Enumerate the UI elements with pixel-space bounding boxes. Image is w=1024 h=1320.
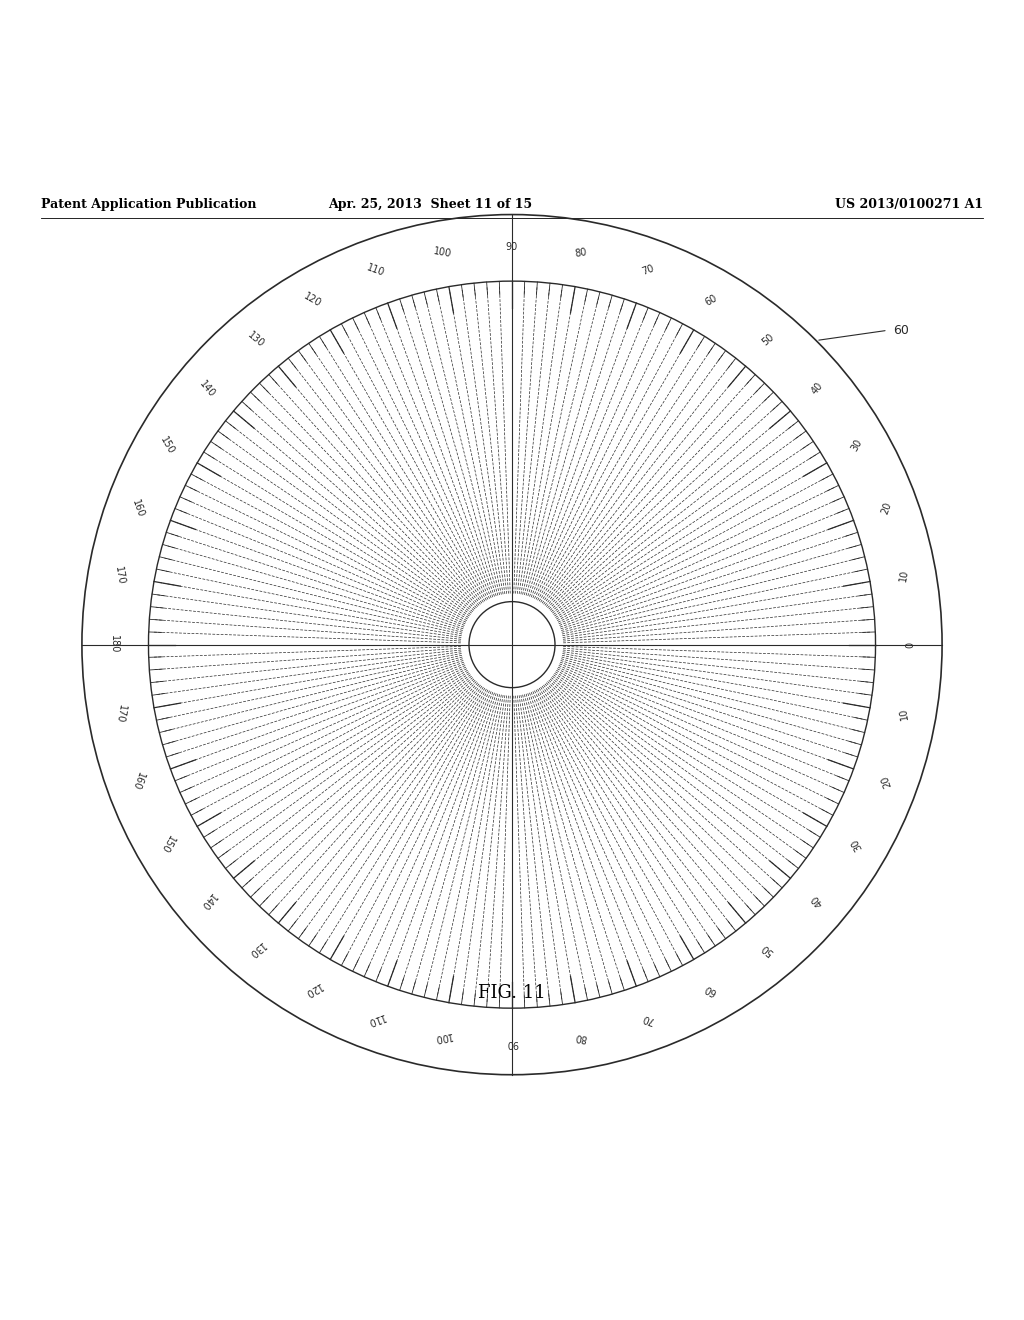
Text: 30: 30 — [849, 836, 864, 851]
Text: 150: 150 — [159, 833, 176, 854]
Text: 10: 10 — [898, 708, 910, 721]
Text: 130: 130 — [246, 940, 266, 960]
Text: 70: 70 — [641, 264, 655, 277]
Text: 0: 0 — [905, 642, 915, 648]
Text: 90: 90 — [506, 242, 518, 252]
Text: Patent Application Publication: Patent Application Publication — [41, 198, 256, 211]
Text: 90: 90 — [506, 1038, 518, 1048]
Text: 60: 60 — [893, 323, 908, 337]
Text: 10: 10 — [898, 569, 910, 582]
Text: FIG. 11: FIG. 11 — [478, 983, 546, 1002]
Text: 100: 100 — [433, 1030, 453, 1043]
Text: 60: 60 — [703, 293, 719, 308]
Text: 160: 160 — [130, 498, 145, 519]
Text: 160: 160 — [130, 771, 145, 791]
Text: Apr. 25, 2013  Sheet 11 of 15: Apr. 25, 2013 Sheet 11 of 15 — [328, 198, 532, 211]
Text: 110: 110 — [366, 1011, 386, 1027]
Text: 170: 170 — [114, 565, 126, 586]
Text: 180: 180 — [109, 635, 119, 653]
Text: 20: 20 — [880, 774, 893, 788]
Text: 40: 40 — [809, 892, 824, 908]
Text: 140: 140 — [198, 379, 217, 399]
Text: 20: 20 — [880, 502, 893, 516]
Text: 130: 130 — [246, 330, 266, 350]
Text: 170: 170 — [114, 704, 126, 723]
Text: 140: 140 — [198, 890, 217, 911]
Text: 100: 100 — [433, 246, 453, 259]
Text: 120: 120 — [302, 981, 324, 998]
Text: 80: 80 — [574, 1031, 588, 1043]
Text: 40: 40 — [809, 381, 824, 396]
Text: 70: 70 — [641, 1012, 655, 1026]
Text: 60: 60 — [703, 982, 719, 997]
Text: 50: 50 — [760, 941, 776, 957]
Text: 30: 30 — [849, 438, 864, 453]
Text: 120: 120 — [302, 290, 324, 309]
Text: US 2013/0100271 A1: US 2013/0100271 A1 — [835, 198, 983, 211]
Text: 110: 110 — [366, 263, 386, 279]
Text: 150: 150 — [159, 436, 176, 457]
Text: 80: 80 — [574, 247, 588, 259]
Text: 50: 50 — [760, 331, 776, 347]
